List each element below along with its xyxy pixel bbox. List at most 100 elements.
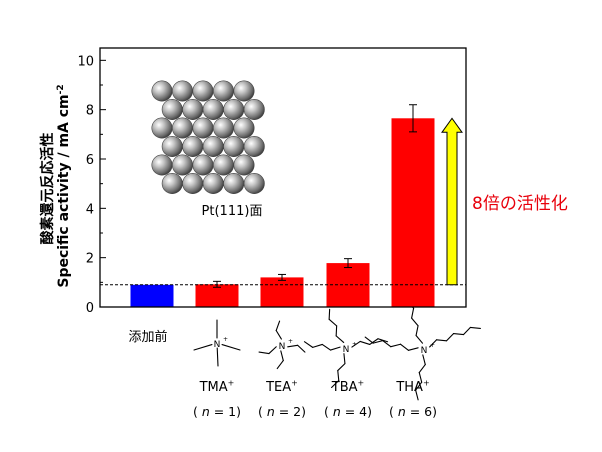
bond-line [351, 340, 361, 348]
bond-line [359, 340, 371, 345]
pt-atom-sphere [213, 80, 235, 102]
pt-atom-sphere [161, 136, 183, 158]
pt-atom-sphere [151, 80, 173, 102]
bond-line [418, 364, 426, 374]
bond-line [268, 346, 277, 355]
bond-line [411, 317, 419, 327]
pt-atom-sphere [223, 99, 245, 121]
bond-line [337, 363, 346, 372]
pt-atom-sphere [213, 154, 235, 176]
bond-line [303, 341, 314, 348]
positive-charge: + [223, 336, 228, 343]
plot-frame [99, 47, 467, 308]
category-name: 添加前 [128, 330, 168, 345]
n-value: = 4) [340, 404, 373, 419]
pt-atom-sphere [243, 99, 265, 121]
category-label: TEA+ [242, 379, 322, 395]
bars [130, 118, 435, 307]
bond-line [415, 381, 423, 391]
pt-atom-sphere [182, 136, 204, 158]
bar [130, 284, 174, 307]
nitrogen-atom: N [421, 346, 428, 356]
bond-line [216, 347, 219, 367]
bond-line [469, 326, 481, 329]
bond-line [343, 353, 346, 365]
pt-atom-sphere [202, 173, 224, 195]
bond-line [382, 340, 392, 348]
bond-line [446, 333, 455, 342]
n-value: = 2) [274, 404, 307, 419]
category-name: TEA [266, 380, 292, 395]
y-tick-label: 0 [86, 301, 94, 316]
y-axis-ticks: 0 2 4 6 8 10 [77, 54, 106, 316]
pt-atom-sphere [182, 173, 204, 195]
category-charge: + [227, 378, 235, 388]
positive-charge: + [430, 342, 435, 349]
bond-line [436, 339, 448, 342]
pt-atom-sphere [151, 117, 173, 139]
category-name: THA [396, 380, 423, 395]
category-label: TBA+ [308, 379, 388, 395]
y-tick-label: 2 [86, 252, 94, 267]
n-value-label: ( n = 6) [388, 404, 438, 419]
pt-atom-sphere [223, 173, 245, 195]
y-axis-label: 酸素還元反応活性 Specific activity / mA cm-2 [39, 84, 72, 287]
bond-line [331, 379, 340, 389]
bond-line [452, 333, 465, 336]
category-name: TBA [331, 380, 358, 395]
nitrogen-atom: N [343, 345, 350, 355]
bond-line [462, 326, 471, 336]
bond-line [275, 329, 282, 340]
bond-line [390, 343, 402, 348]
pt-atom-sphere [233, 154, 255, 176]
bond-line [372, 340, 384, 344]
pt-atom-sphere [172, 117, 194, 139]
y-axis-label-exp: -2 [56, 84, 66, 94]
bond-line [321, 343, 332, 351]
bond-line [407, 347, 419, 351]
bond-line [329, 346, 341, 351]
bond-line [221, 343, 241, 351]
pt-atom-sphere [233, 80, 255, 102]
bar [391, 118, 435, 307]
category-label: THA+ [373, 379, 453, 395]
pt-atom-sphere [172, 154, 194, 176]
bond-line [193, 343, 213, 351]
pt-atom-sphere [243, 136, 265, 158]
bond-line [297, 344, 306, 353]
bond-line [415, 325, 419, 337]
positive-charge: + [352, 341, 357, 348]
nitrogen-atom: N [279, 342, 286, 352]
pt-atom-sphere [172, 80, 194, 102]
y-axis-label-ja: 酸素還元反応活性 [39, 132, 56, 244]
bond-line [276, 360, 284, 370]
bond-line [280, 350, 284, 362]
pt-atom-sphere [223, 136, 245, 158]
category-label: 添加前 [108, 326, 188, 345]
bond-line [364, 336, 374, 344]
pt-atom-sphere [202, 136, 224, 158]
bond-line [429, 339, 438, 348]
bond-line [312, 343, 323, 348]
y-tick-label: 10 [77, 54, 94, 69]
pt-atom-sphere [233, 117, 255, 139]
bond-line [287, 344, 299, 348]
n-value: = 6) [405, 404, 438, 419]
pt-atom-sphere [192, 117, 214, 139]
bond-line [258, 351, 270, 355]
y-axis-label-en: Specific activity / mA cm [56, 94, 72, 287]
bond-line [369, 338, 379, 345]
bond-line [335, 335, 345, 344]
pt111-inset-spheres [151, 80, 265, 195]
y-tick-label: 8 [86, 104, 94, 119]
bond-line [337, 370, 340, 382]
pt-atom-sphere [192, 154, 214, 176]
pt-atom-sphere [243, 173, 265, 195]
bar [195, 284, 239, 307]
y-tick-label: 6 [86, 153, 94, 168]
pt-atom-sphere [151, 154, 173, 176]
nitrogen-atom: N [214, 340, 221, 350]
positive-charge: + [288, 338, 293, 345]
n-value-label: ( n = 4) [323, 404, 373, 419]
pt-atom-sphere [202, 99, 224, 121]
